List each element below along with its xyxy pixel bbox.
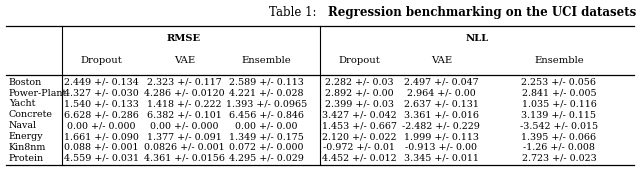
Text: 1.999 +/- 0.113: 1.999 +/- 0.113 <box>404 132 479 141</box>
Text: 2.253 +/- 0.056: 2.253 +/- 0.056 <box>522 78 596 87</box>
Text: 4.559 +/- 0.031: 4.559 +/- 0.031 <box>64 154 139 163</box>
Text: 2.323 +/- 0.117: 2.323 +/- 0.117 <box>147 78 221 87</box>
Text: 2.449 +/- 0.134: 2.449 +/- 0.134 <box>64 78 139 87</box>
Text: 1.377 +/- 0.091: 1.377 +/- 0.091 <box>147 132 221 141</box>
Text: -3.542 +/- 0.015: -3.542 +/- 0.015 <box>520 121 598 130</box>
Text: -1.26 +/- 0.008: -1.26 +/- 0.008 <box>523 143 595 152</box>
Text: -0.972 +/- 0.01: -0.972 +/- 0.01 <box>323 143 395 152</box>
Text: 2.589 +/- 0.113: 2.589 +/- 0.113 <box>229 78 304 87</box>
Text: 6.628 +/- 0.286: 6.628 +/- 0.286 <box>64 110 139 119</box>
Text: 4.361 +/- 0.0156: 4.361 +/- 0.0156 <box>144 154 225 163</box>
Text: 4.327 +/- 0.030: 4.327 +/- 0.030 <box>64 89 139 98</box>
Text: 3.139 +/- 0.115: 3.139 +/- 0.115 <box>522 110 596 119</box>
Text: 2.964 +/- 0.00: 2.964 +/- 0.00 <box>407 89 476 98</box>
Text: VAE: VAE <box>173 56 195 65</box>
Text: 2.497 +/- 0.047: 2.497 +/- 0.047 <box>404 78 479 87</box>
Text: Naval: Naval <box>9 121 37 130</box>
Text: 1.418 +/- 0.222: 1.418 +/- 0.222 <box>147 99 221 108</box>
Text: Kin8nm: Kin8nm <box>9 143 46 152</box>
Text: -2.482 +/- 0.229: -2.482 +/- 0.229 <box>403 121 480 130</box>
Text: 0.088 +/- 0.001: 0.088 +/- 0.001 <box>64 143 139 152</box>
Text: 3.361 +/- 0.016: 3.361 +/- 0.016 <box>404 110 479 119</box>
Text: Power-Plant: Power-Plant <box>9 89 67 98</box>
Text: 3.427 +/- 0.042: 3.427 +/- 0.042 <box>322 110 397 119</box>
Text: 4.286 +/- 0.0120: 4.286 +/- 0.0120 <box>144 89 225 98</box>
Text: Ensemble: Ensemble <box>534 56 584 65</box>
Text: 4.452 +/- 0.012: 4.452 +/- 0.012 <box>322 154 397 163</box>
Text: 1.661 +/- 0.090: 1.661 +/- 0.090 <box>64 132 139 141</box>
Text: 1.035 +/- 0.116: 1.035 +/- 0.116 <box>522 99 596 108</box>
Text: Table 1:: Table 1: <box>269 6 320 19</box>
Text: Ensemble: Ensemble <box>242 56 292 65</box>
Text: 1.453 +/- 0.667: 1.453 +/- 0.667 <box>322 121 397 130</box>
Text: 1.349 +/- 0.175: 1.349 +/- 0.175 <box>229 132 304 141</box>
Text: 2.637 +/- 0.131: 2.637 +/- 0.131 <box>404 99 479 108</box>
Text: 0.00 +/- 0.00: 0.00 +/- 0.00 <box>236 121 298 130</box>
Text: 2.282 +/- 0.03: 2.282 +/- 0.03 <box>325 78 394 87</box>
Text: -0.913 +/- 0.00: -0.913 +/- 0.00 <box>405 143 477 152</box>
Text: Dropout: Dropout <box>81 56 122 65</box>
Text: 0.00 +/- 0.000: 0.00 +/- 0.000 <box>150 121 218 130</box>
Text: 2.892 +/- 0.00: 2.892 +/- 0.00 <box>325 89 394 98</box>
Text: Yacht: Yacht <box>9 99 35 108</box>
Text: 2.399 +/- 0.03: 2.399 +/- 0.03 <box>324 99 394 108</box>
Text: 3.345 +/- 0.011: 3.345 +/- 0.011 <box>404 154 479 163</box>
Text: Energy: Energy <box>9 132 44 141</box>
Text: 0.0826 +/- 0.001: 0.0826 +/- 0.001 <box>144 143 225 152</box>
Text: 6.382 +/- 0.101: 6.382 +/- 0.101 <box>147 110 221 119</box>
Text: Protein: Protein <box>9 154 44 163</box>
Text: NLL: NLL <box>465 34 488 43</box>
Text: VAE: VAE <box>431 56 452 65</box>
Text: Dropout: Dropout <box>339 56 380 65</box>
Text: 2.120 +/- 0.022: 2.120 +/- 0.022 <box>322 132 396 141</box>
Text: 1.393 +/- 0.0965: 1.393 +/- 0.0965 <box>226 99 307 108</box>
Text: 2.723 +/- 0.023: 2.723 +/- 0.023 <box>522 154 596 163</box>
Text: 1.395 +/- 0.066: 1.395 +/- 0.066 <box>522 132 596 141</box>
Text: Boston: Boston <box>9 78 42 87</box>
Text: 1.540 +/- 0.133: 1.540 +/- 0.133 <box>64 99 139 108</box>
Text: Concrete: Concrete <box>9 110 53 119</box>
Text: 0.00 +/- 0.000: 0.00 +/- 0.000 <box>67 121 136 130</box>
Text: 6.456 +/- 0.846: 6.456 +/- 0.846 <box>229 110 304 119</box>
Text: 4.221 +/- 0.028: 4.221 +/- 0.028 <box>229 89 304 98</box>
Text: 2.841 +/- 0.005: 2.841 +/- 0.005 <box>522 89 596 98</box>
Text: RMSE: RMSE <box>167 34 201 43</box>
Text: 4.295 +/- 0.029: 4.295 +/- 0.029 <box>229 154 304 163</box>
Text: 0.072 +/- 0.000: 0.072 +/- 0.000 <box>229 143 304 152</box>
Text: Regression benchmarking on the UCI datasets: Regression benchmarking on the UCI datas… <box>328 6 636 19</box>
